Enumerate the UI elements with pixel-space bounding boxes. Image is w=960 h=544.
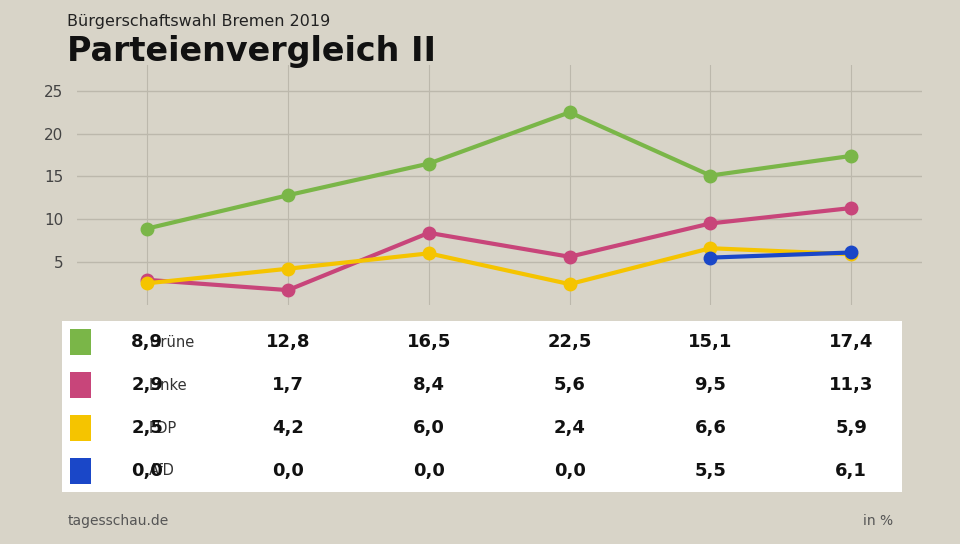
Text: 22,5: 22,5 <box>547 333 591 351</box>
Text: 2,5: 2,5 <box>132 419 163 437</box>
Text: tagesschau.de: tagesschau.de <box>67 514 168 528</box>
Text: 5,6: 5,6 <box>554 376 586 394</box>
Text: 16,5: 16,5 <box>407 333 451 351</box>
Text: 15,1: 15,1 <box>688 333 732 351</box>
Text: Grüne: Grüne <box>149 335 194 350</box>
Text: 11,3: 11,3 <box>829 376 874 394</box>
Text: 0,0: 0,0 <box>413 462 444 480</box>
Text: AfD: AfD <box>149 463 175 478</box>
Text: 0,0: 0,0 <box>272 462 304 480</box>
Text: Parteienvergleich II: Parteienvergleich II <box>67 35 436 69</box>
Text: 6,0: 6,0 <box>413 419 444 437</box>
Text: 17,4: 17,4 <box>829 333 874 351</box>
Text: 5,9: 5,9 <box>835 419 867 437</box>
Text: Bürgerschaftswahl Bremen 2019: Bürgerschaftswahl Bremen 2019 <box>67 14 330 29</box>
Text: 6,1: 6,1 <box>835 462 867 480</box>
Text: 8,4: 8,4 <box>413 376 444 394</box>
Text: 5,5: 5,5 <box>694 462 727 480</box>
Text: 6,6: 6,6 <box>694 419 727 437</box>
Text: Linke: Linke <box>149 378 187 393</box>
Text: 12,8: 12,8 <box>266 333 310 351</box>
Text: 0,0: 0,0 <box>132 462 163 480</box>
Text: 2,4: 2,4 <box>554 419 586 437</box>
Text: 0,0: 0,0 <box>554 462 586 480</box>
Text: 4,2: 4,2 <box>272 419 304 437</box>
Text: FDP: FDP <box>149 421 177 436</box>
Text: 8,9: 8,9 <box>132 333 163 351</box>
Text: 9,5: 9,5 <box>694 376 727 394</box>
Text: 2,9: 2,9 <box>132 376 163 394</box>
Text: in %: in % <box>863 514 893 528</box>
Text: 1,7: 1,7 <box>272 376 304 394</box>
